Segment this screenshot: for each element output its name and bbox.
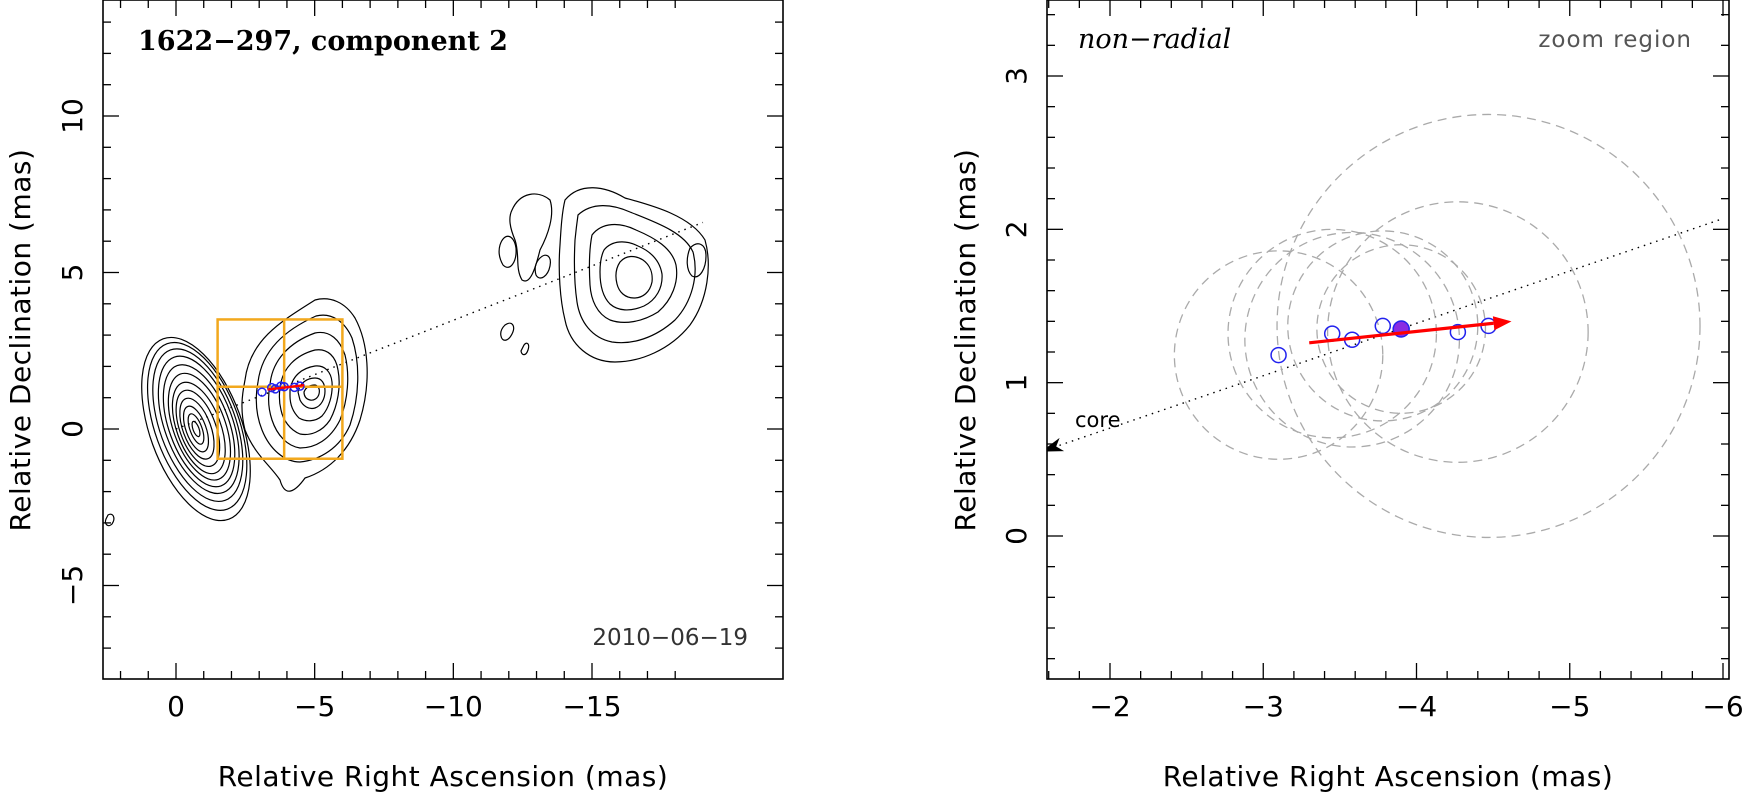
left-component-marker [257, 387, 267, 397]
error-circle [1287, 230, 1479, 422]
left-title: 1622−297, component 2 [138, 26, 508, 57]
right-ytick-label: 1 [1000, 374, 1033, 392]
right-panel: −2 −3 −4 −5 −6 0 1 2 3 non−radial zoom region co… [949, 0, 1744, 793]
left-trajectory-line [175, 221, 704, 430]
core-label: core [1075, 408, 1121, 432]
right-velocity-arrow [1309, 321, 1494, 345]
left-ytick-label: −5 [56, 565, 89, 606]
left-xlabel: Relative Right Ascension (mas) [218, 760, 669, 793]
left-ytick-label: 5 [56, 264, 89, 282]
right-ytick-label: 0 [1000, 527, 1033, 545]
left-ylabel: Relative Declination (mas) [4, 149, 37, 532]
error-circle [1326, 201, 1589, 463]
left-ticks: 0 −5 −10 −15 −5 0 5 10 [56, 0, 783, 723]
right-xtick-label: −4 [1396, 690, 1437, 723]
right-xtick-label: −6 [1702, 690, 1743, 723]
left-xtick-label: −5 [294, 690, 335, 723]
right-ytick-label: 2 [1000, 220, 1033, 238]
left-ytick-label: 0 [56, 420, 89, 438]
component-marker [1449, 323, 1467, 341]
right-ticks: −2 −3 −4 −5 −6 0 1 2 3 [1000, 0, 1744, 723]
left-plot-frame [102, 0, 784, 680]
error-circles [1173, 113, 1701, 539]
left-panel: 0 −5 −10 −15 −5 0 5 10 1622−297, component 2 20… [4, 0, 784, 793]
right-velocity-arrowhead [1492, 316, 1512, 331]
right-ylabel: Relative Declination (mas) [949, 149, 982, 532]
component-contours [241, 298, 368, 492]
date-label: 2010−06−19 [592, 625, 748, 651]
error-circle [1227, 228, 1438, 439]
core-arrowhead [1047, 437, 1065, 452]
left-xtick-label: 0 [167, 690, 185, 723]
right-title: non−radial [1078, 24, 1231, 55]
left-plot-area [104, 187, 709, 527]
left-xtick-label: −10 [424, 690, 483, 723]
right-plot-frame [1046, 0, 1730, 680]
component-marker [1374, 317, 1392, 335]
right-xlabel: Relative Right Ascension (mas) [1163, 760, 1614, 793]
right-xtick-label: −3 [1243, 690, 1284, 723]
left-xtick-label: −15 [562, 690, 621, 723]
error-circle [1276, 113, 1701, 539]
error-circle [1173, 250, 1384, 460]
left-velocity-arrow [267, 383, 305, 391]
left-ytick-label: 10 [56, 98, 89, 134]
right-plot-area [1047, 113, 1724, 539]
zoom-region-label: zoom region [1538, 27, 1692, 53]
core-contours [141, 336, 251, 522]
right-xtick-label: −2 [1089, 690, 1130, 723]
component-marker [1270, 346, 1287, 364]
right-ytick-label: 3 [1000, 67, 1033, 85]
right-xtick-label: −5 [1549, 690, 1590, 723]
jet-contours [104, 187, 709, 527]
error-circle [1316, 244, 1487, 414]
